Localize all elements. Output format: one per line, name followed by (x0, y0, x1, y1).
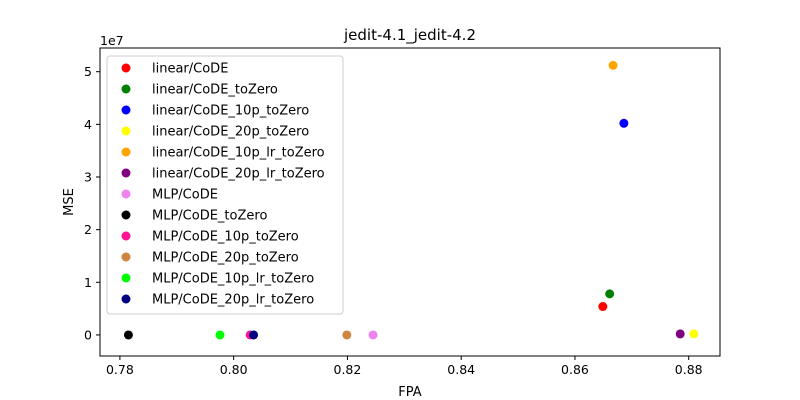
y-tick-label: 5 (84, 64, 92, 79)
legend-label: linear/CoDE_20p_toZero (152, 125, 309, 140)
x-axis-label: FPA (398, 385, 421, 400)
data-point (123, 330, 133, 340)
legend-label: MLP/CoDE_10p_toZero (152, 230, 299, 245)
legend-marker (121, 210, 131, 220)
y-axis-label: MSE (62, 188, 77, 216)
legend-marker (121, 294, 131, 304)
y-tick-label: 4 (84, 117, 92, 132)
legend-marker (121, 231, 131, 241)
x-tick-label: 0.78 (106, 362, 134, 377)
legend-label: MLP/CoDE_20p_lr_toZero (152, 293, 314, 308)
legend-label: linear/CoDE_10p_lr_toZero (152, 146, 325, 161)
legend-marker (121, 84, 131, 94)
x-tick-label: 0.84 (447, 362, 475, 377)
plot-frame (99, 47, 721, 357)
legend-marker (121, 63, 131, 73)
data-point (675, 329, 685, 339)
x-tick-label: 0.86 (561, 362, 589, 377)
data-points (123, 60, 699, 340)
legend-marker (121, 147, 131, 157)
data-point (619, 118, 629, 128)
legend-marker (121, 273, 131, 283)
legend-label: linear/CoDE_toZero (152, 83, 278, 98)
data-point (689, 329, 699, 339)
data-point (368, 330, 378, 340)
legend-label: linear/CoDE_20p_lr_toZero (152, 167, 325, 182)
data-point (598, 302, 608, 312)
y-tick-label: 2 (84, 222, 92, 237)
legend-label: MLP/CoDE_20p_toZero (152, 251, 299, 266)
y-tick-label: 0 (84, 327, 92, 342)
legend-marker (121, 126, 131, 136)
legend-label: linear/CoDE (152, 62, 228, 77)
data-point (608, 60, 618, 70)
legend-label: linear/CoDE_10p_toZero (152, 104, 309, 119)
data-point (249, 330, 259, 340)
axis-ticks: 0.78 0.80 0.82 0.84 0.86 0.88 0 1 2 3 4 5 (84, 64, 703, 377)
legend-marker (121, 105, 131, 115)
data-point (605, 289, 615, 299)
legend-label: MLP/CoDE (152, 188, 218, 203)
legend-marker (121, 252, 131, 262)
data-point (215, 330, 225, 340)
y-tick-label: 3 (84, 169, 92, 184)
legend: linear/CoDE linear/CoDE_toZero linear/CoDE… (106, 55, 344, 315)
y-tick-label: 1 (84, 275, 92, 290)
chart-title: jedit-4.1_jedit-4.2 (343, 26, 476, 45)
x-tick-label: 0.88 (675, 362, 703, 377)
y-offset-label: 1e7 (100, 33, 124, 48)
x-tick-label: 0.80 (220, 362, 248, 377)
legend-label: MLP/CoDE_10p_lr_toZero (152, 272, 314, 287)
legend-marker (121, 189, 131, 199)
legend-marker (121, 168, 131, 178)
x-tick-label: 0.82 (334, 362, 362, 377)
data-point (342, 330, 352, 340)
legend-box (106, 55, 344, 315)
legend-label: MLP/CoDE_toZero (152, 209, 267, 224)
